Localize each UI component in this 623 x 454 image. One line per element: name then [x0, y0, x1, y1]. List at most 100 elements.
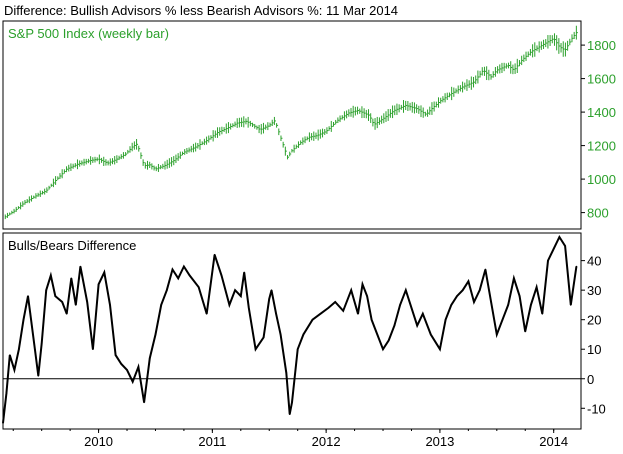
difference-point [279, 333, 282, 336]
difference-y-tick-label: 40 [587, 254, 601, 269]
difference-point [45, 289, 48, 291]
difference-point [416, 324, 418, 327]
difference-point [430, 333, 432, 336]
difference-point [547, 259, 549, 262]
difference-point [350, 289, 352, 291]
difference-point [270, 289, 273, 291]
difference-point [114, 354, 117, 356]
difference-point [148, 357, 151, 359]
difference-point [569, 304, 572, 306]
difference-point [382, 348, 384, 351]
price-y-tick-label: 1600 [587, 72, 616, 87]
difference-point [450, 304, 453, 306]
difference-point [247, 307, 250, 309]
difference-series-points [2, 236, 578, 424]
difference-point [507, 304, 509, 306]
price-y-tick-label: 800 [587, 206, 609, 221]
difference-y-tick-label: 10 [587, 342, 601, 357]
difference-point [143, 401, 145, 404]
difference-point [541, 312, 544, 315]
difference-point [177, 277, 180, 280]
difference-point [285, 372, 288, 374]
price-series [4, 25, 578, 220]
difference-point [205, 312, 208, 315]
difference-point [197, 286, 200, 289]
difference-point [357, 312, 359, 315]
price-y-tick-label: 1000 [587, 172, 616, 187]
difference-point [160, 304, 162, 306]
difference-point [131, 380, 134, 383]
difference-point [275, 312, 277, 315]
difference-point [490, 301, 492, 303]
price-y-tick-label: 1400 [587, 105, 616, 120]
difference-point [86, 301, 88, 303]
difference-point [103, 271, 106, 274]
difference-point [120, 363, 123, 365]
difference-point [5, 392, 8, 395]
x-tick-label: 2012 [312, 434, 341, 449]
price-y-tick-label: 1800 [587, 38, 616, 53]
difference-point [239, 295, 242, 297]
price-panel-label: S&P 500 Index (weekly bar) [8, 26, 169, 41]
difference-point [126, 369, 128, 371]
difference-point [530, 304, 532, 306]
difference-point [9, 354, 11, 356]
difference-point [478, 289, 481, 291]
difference-point [213, 253, 216, 256]
difference-point [564, 245, 566, 247]
difference-y-tick-label: 20 [587, 313, 601, 328]
difference-point [575, 265, 578, 268]
difference-point [37, 374, 40, 377]
difference-point [79, 265, 82, 268]
difference-point [535, 286, 538, 289]
price-panel-frame [2, 20, 582, 230]
difference-point [370, 318, 373, 321]
difference-point [484, 268, 487, 271]
difference-point [327, 307, 330, 309]
difference-point [40, 342, 43, 345]
x-tick-label: 2010 [84, 434, 113, 449]
difference-point [97, 283, 100, 286]
difference-point [342, 310, 345, 312]
difference-point [456, 295, 458, 297]
difference-point [501, 318, 504, 321]
difference-point [22, 318, 25, 321]
price-y-axis: 800 1000 1200 1400 1600 1800 [581, 38, 616, 221]
difference-point [34, 348, 36, 351]
difference-point [404, 289, 407, 291]
difference-point [243, 271, 246, 274]
x-tick-label: 2013 [425, 434, 454, 449]
difference-point [444, 318, 447, 321]
difference-point [552, 248, 555, 250]
difference-point [439, 348, 441, 351]
difference-point [254, 348, 257, 351]
difference-point [376, 333, 379, 336]
difference-point [65, 312, 68, 315]
difference-point [183, 265, 185, 268]
difference-point [513, 277, 515, 280]
difference-y-tick-label: 30 [587, 283, 601, 298]
difference-point [109, 304, 111, 306]
difference-point [92, 348, 94, 351]
difference-point [54, 295, 57, 297]
difference-point [2, 422, 4, 424]
difference-point [518, 295, 521, 297]
difference-point [422, 312, 424, 315]
difference-point [366, 295, 368, 297]
difference-point [288, 413, 291, 415]
difference-point [461, 289, 464, 291]
difference-point [188, 274, 191, 277]
price-y-tick-label: 1200 [587, 139, 616, 154]
difference-y-tick-label: 0 [587, 372, 594, 387]
difference-point [311, 318, 314, 321]
difference-point [334, 301, 337, 303]
difference-point [387, 339, 390, 342]
difference-y-tick-label: -10 [587, 401, 606, 416]
difference-point [319, 312, 322, 315]
difference-point [220, 274, 223, 277]
difference-point [18, 348, 20, 351]
difference-point [268, 298, 271, 300]
difference-point [49, 274, 52, 277]
x-tick-label: 2011 [198, 434, 226, 449]
